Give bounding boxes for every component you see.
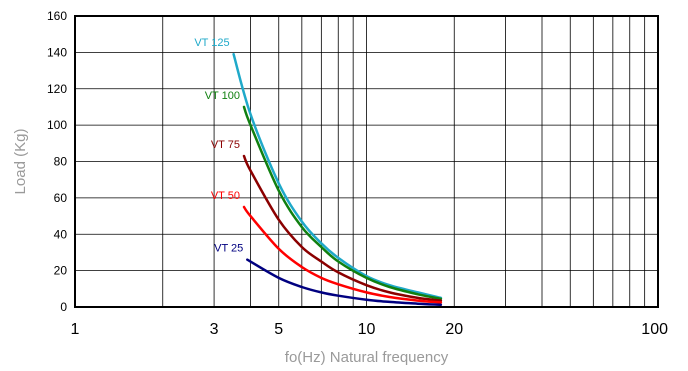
x-tick-label: 3 [210,321,219,338]
x-axis-title: fo(Hz) Natural frequency [285,349,449,366]
series-labels: VT 125 VT 100 VT 75 VT 50 VT 25 [194,37,243,255]
y-tick-label: 20 [54,264,68,278]
series-label: VT 125 [194,37,229,49]
x-tick-label: 1 [71,321,80,338]
series-label: VT 100 [205,90,240,102]
x-tick-label: 100 [641,321,668,338]
y-tick-label: 0 [60,300,67,314]
series-label: VT 25 [214,243,243,255]
tick-labels: 0 20 40 60 80 100 120 140 160 1 3 5 10 20 100 [47,9,668,338]
x-tick-label: 10 [358,321,376,338]
y-tick-label: 100 [47,118,67,132]
series-layer [232,52,443,307]
series-line [242,205,443,304]
y-tick-label: 140 [47,45,67,59]
series-label: VT 75 [211,139,240,151]
y-tick-label: 120 [47,82,67,96]
series-line [246,258,443,307]
series-label: VT 50 [211,190,240,202]
y-tick-label: 80 [54,155,68,169]
y-axis-title: Load (Kg) [12,129,29,195]
plot-frame [74,15,659,308]
y-tick-label: 60 [54,191,68,205]
y-tick-label: 160 [47,9,67,23]
grid [75,16,658,307]
x-tick-label: 20 [445,321,463,338]
series-line [242,154,443,302]
series-line [232,52,443,300]
x-tick-label: 5 [274,321,283,338]
series-line [242,105,443,301]
y-tick-label: 40 [54,227,68,241]
